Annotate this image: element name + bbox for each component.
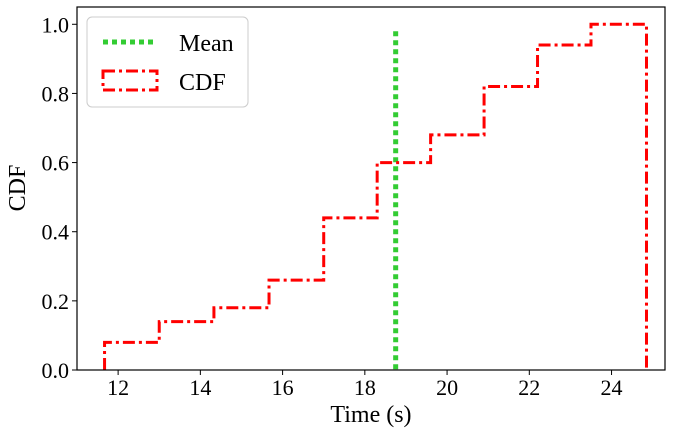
y-axis-label: CDF [5, 165, 31, 212]
y-tick-label: 0.8 [42, 81, 70, 106]
x-tick-label: 24 [601, 375, 623, 400]
x-tick-label: 12 [107, 375, 129, 400]
legend: Mean CDF [86, 16, 249, 108]
plot-area [103, 22, 648, 370]
x-tick-label: 16 [272, 375, 294, 400]
x-tick-label: 14 [189, 375, 211, 400]
x-tick-label: 22 [518, 375, 540, 400]
cdf-step-line [103, 22, 648, 370]
y-tick-label: 0.6 [42, 151, 70, 176]
legend-mean-label: Mean [179, 31, 234, 57]
y-tick-label: 0.4 [42, 220, 70, 245]
legend-cdf-swatch [101, 69, 159, 92]
y-tick-label: 0.0 [42, 358, 70, 383]
legend-frame [86, 16, 249, 108]
x-axis-label: Time (s) [330, 402, 411, 428]
y-tick-label: 1.0 [42, 12, 70, 37]
x-tick-label: 20 [436, 375, 458, 400]
legend-cdf-label: CDF [179, 70, 226, 96]
axis-ticks: 12 14 16 18 20 22 24 0.0 0.2 0.4 0.6 0.8 1.0 [42, 12, 623, 400]
y-tick-label: 0.2 [42, 289, 70, 314]
x-tick-label: 18 [354, 375, 376, 400]
plot-frame [76, 6, 666, 371]
